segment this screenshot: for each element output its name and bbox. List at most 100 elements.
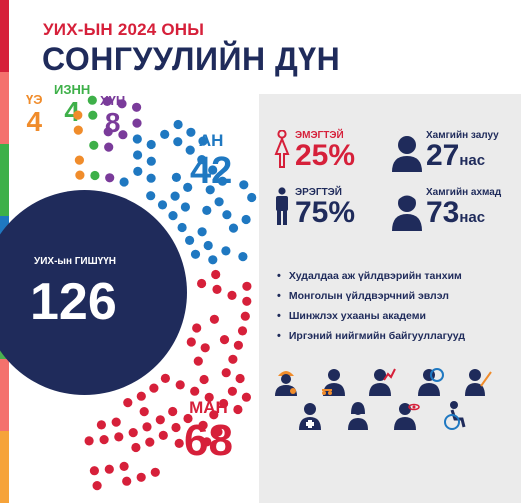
seat-dot-МАН bbox=[160, 373, 170, 383]
seat-dot-АН bbox=[133, 150, 143, 160]
seat-dot-АН bbox=[197, 227, 207, 237]
seat-dot-МАН bbox=[174, 438, 184, 448]
disabled-icon bbox=[444, 401, 466, 430]
youngest-unit: нас bbox=[459, 152, 486, 169]
seat-dot-МАН bbox=[211, 269, 221, 280]
seat-dot-МАН bbox=[136, 472, 146, 482]
seat-dot-АН bbox=[119, 177, 129, 187]
seat-dot-ХҮН bbox=[105, 173, 115, 183]
seat-dot-АН bbox=[146, 139, 156, 150]
seat-dot-АН bbox=[133, 166, 143, 176]
seat-dot-МАН bbox=[209, 314, 219, 324]
seat-dot-АН bbox=[228, 223, 239, 233]
seat-dot-МАН bbox=[136, 391, 146, 401]
seat-dot-МАН bbox=[186, 337, 196, 347]
seat-dot-АН bbox=[208, 255, 218, 265]
seat-dot-МАН bbox=[237, 326, 248, 336]
seat-dot-МАН bbox=[168, 406, 178, 417]
seat-dot-ҮЭ bbox=[74, 155, 84, 165]
total-members-circle: УИХ-ын ГИШҮҮН 126 bbox=[0, 190, 187, 395]
seat-dot-АН bbox=[173, 119, 183, 130]
elder-person-icon bbox=[392, 193, 422, 231]
scientist-icon bbox=[394, 403, 420, 430]
seat-dot-МАН bbox=[219, 398, 229, 409]
seat-dot-МАН bbox=[158, 430, 168, 440]
seat-dot-ХҮН bbox=[104, 142, 114, 152]
seat-dot-ХҮН bbox=[117, 99, 127, 109]
seat-dot-АН bbox=[238, 252, 248, 262]
seat-dot-МАН bbox=[235, 373, 245, 384]
seat-dot-АН bbox=[197, 155, 207, 165]
stripe-segment bbox=[0, 143, 9, 216]
seat-dot-МАН bbox=[131, 442, 141, 453]
male-icon bbox=[276, 187, 288, 225]
youngest-label: Хамгийн залуу bbox=[426, 130, 499, 141]
seat-dot-МАН bbox=[149, 383, 159, 393]
seat-dot-АН bbox=[214, 197, 224, 207]
seat-dot-ИЗНН bbox=[87, 95, 97, 105]
seat-dot-МАН bbox=[99, 435, 109, 445]
seat-dot-МАН bbox=[240, 311, 250, 321]
seat-dot-МАН bbox=[96, 420, 106, 430]
seat-dot-АН bbox=[203, 240, 213, 251]
seat-dot-МАН bbox=[193, 356, 203, 366]
female-stat: ЭМЭГТЭЙ 25% bbox=[274, 130, 355, 171]
seat-dot-АН bbox=[241, 214, 251, 225]
list-item: Монголын үйлдвэрчний эвлэл bbox=[277, 286, 465, 306]
party-name: АН bbox=[198, 131, 224, 150]
seat-dot-АН bbox=[208, 165, 218, 175]
seat-dot-МАН bbox=[228, 354, 238, 364]
seat-dot-МАН bbox=[122, 476, 132, 486]
seat-dot-МАН bbox=[197, 278, 207, 289]
oldest-stat: Хамгийн ахмад 73нас bbox=[390, 187, 501, 233]
seat-arc-chart bbox=[73, 95, 257, 491]
seat-dot-АН bbox=[221, 246, 231, 256]
seat-dot-АН bbox=[190, 249, 201, 259]
party-seats: 4 bbox=[26, 106, 43, 137]
seat-dot-АН bbox=[222, 210, 232, 220]
seat-dot-МАН bbox=[123, 398, 133, 408]
seat-dot-МАН bbox=[171, 422, 181, 433]
male-value: 75% bbox=[295, 196, 356, 229]
seat-dot-АН bbox=[160, 129, 170, 139]
seat-dot-АН bbox=[202, 205, 212, 215]
list-item: Худалдаа аж үйлдвэрийн танхим bbox=[277, 266, 465, 286]
business-icon bbox=[369, 368, 396, 396]
seat-dot-МАН bbox=[242, 281, 252, 291]
seat-dot-МАН bbox=[139, 407, 149, 417]
stripe-segment bbox=[0, 71, 9, 144]
male-stat: ЭРЭГТЭЙ 75% bbox=[274, 187, 355, 228]
seat-dot-МАН bbox=[204, 392, 214, 402]
list-item: Шинжлэх ухааны академи bbox=[277, 306, 465, 326]
seat-dot-ҮЭ bbox=[73, 110, 83, 120]
seat-dot-МАН bbox=[202, 437, 212, 447]
party-name: МАН bbox=[189, 398, 228, 417]
seat-dot-МАН bbox=[104, 464, 114, 474]
seat-dot-АН bbox=[171, 172, 181, 182]
seat-dot-ИЗНН bbox=[89, 140, 99, 150]
seat-dot-ИЗНН bbox=[88, 110, 98, 120]
seat-dot-МАН bbox=[119, 461, 129, 471]
seat-dot-АН bbox=[180, 202, 190, 212]
seat-dot-АН bbox=[146, 173, 156, 183]
seat-dot-АН bbox=[205, 185, 215, 195]
youngest-stat: Хамгийн залуу 27нас bbox=[390, 130, 499, 176]
party-name: ИЗНН bbox=[54, 82, 91, 97]
seat-dot-МАН bbox=[155, 415, 165, 425]
seat-dot-МАН bbox=[199, 374, 209, 385]
seat-dot-МАН bbox=[192, 323, 202, 333]
seat-dot-АН bbox=[217, 176, 228, 186]
seat-dot-АН bbox=[177, 222, 187, 233]
seat-dot-МАН bbox=[227, 290, 237, 300]
seat-dot-ҮЭ bbox=[75, 170, 85, 180]
lawyer-icon bbox=[322, 369, 345, 396]
seat-dot-АН bbox=[132, 134, 142, 144]
seat-dot-МАН bbox=[241, 392, 251, 402]
female-label: ЭМЭГТЭЙ bbox=[295, 130, 344, 141]
seat-dot-МАН bbox=[89, 466, 99, 476]
seat-dot-ХҮН bbox=[132, 102, 142, 112]
seat-dot-МАН bbox=[219, 335, 230, 345]
list-item: Иргэний нийгмийн байгууллагууд bbox=[277, 326, 465, 346]
total-members-label: УИХ-ын ГИШҮҮН bbox=[34, 256, 117, 267]
party-ue: ҮЭ 4 bbox=[26, 92, 42, 137]
